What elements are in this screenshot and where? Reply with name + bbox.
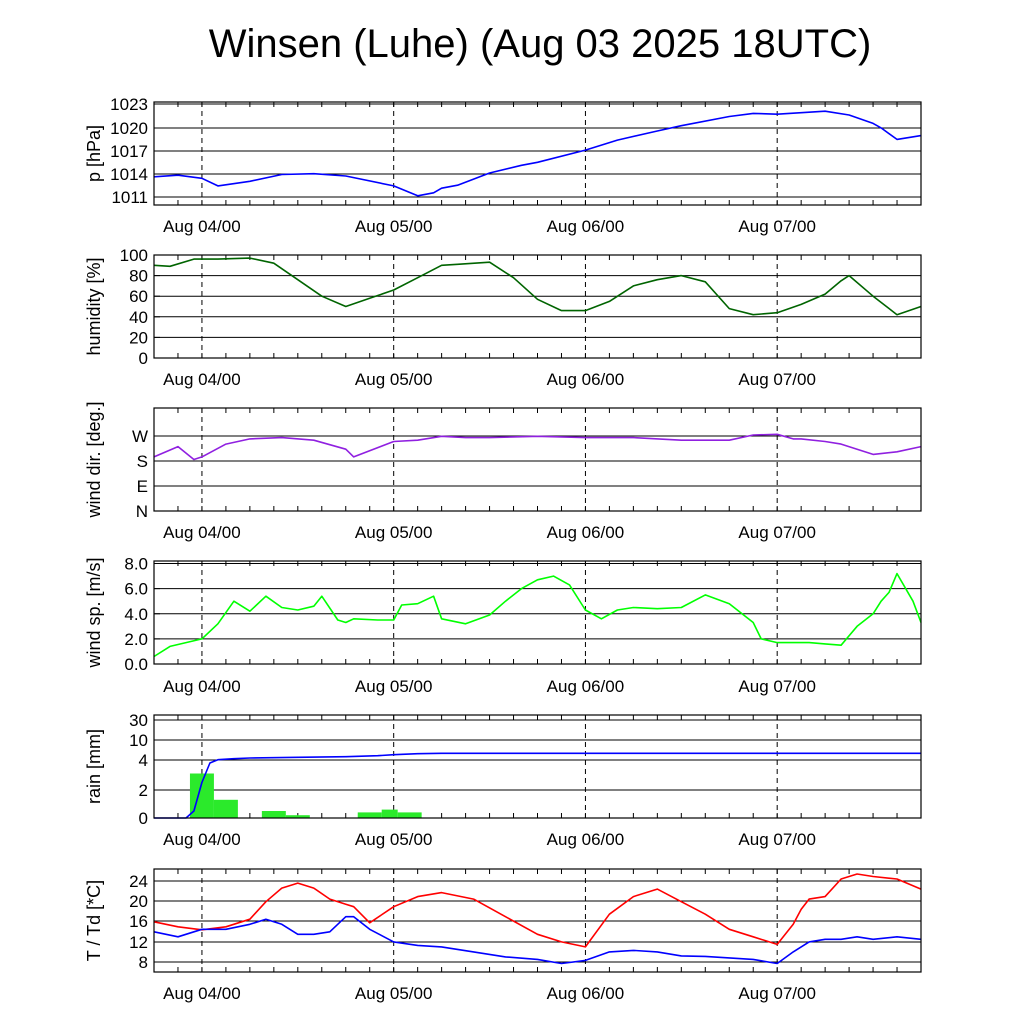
y-tick-label: S: [137, 452, 148, 471]
y-tick-label: 1020: [110, 119, 148, 138]
x-tick-label: Aug 07/00: [738, 984, 816, 1003]
x-tick-label: Aug 05/00: [355, 217, 433, 236]
x-tick-label: Aug 07/00: [738, 677, 816, 696]
plot-frame: [153, 407, 922, 512]
y-tick-label: 30: [129, 711, 148, 730]
series-line-1: [153, 433, 922, 461]
y-tick-label: 100: [120, 246, 148, 265]
y-tick-label: 24: [129, 872, 148, 891]
y-tick-label: 1014: [110, 165, 148, 184]
plot-frame: [153, 101, 922, 206]
rain-bar: [261, 811, 286, 818]
x-tick-label: Aug 06/00: [547, 984, 625, 1003]
x-tick-label: Aug 04/00: [163, 830, 241, 849]
x-tick-label: Aug 05/00: [355, 830, 433, 849]
rain-bar: [381, 809, 398, 818]
series-line-1: [153, 110, 922, 197]
y-tick-label: 4: [139, 751, 148, 770]
y-tick-label: 8: [139, 953, 148, 972]
y-tick-label: 6.0: [124, 580, 148, 599]
plot-frame: [153, 560, 922, 665]
y-tick-label: 2.0: [124, 630, 148, 649]
y-axis-label: p [hPa]: [84, 125, 104, 182]
y-axis-label: T / Td [*C]: [84, 880, 104, 961]
x-tick-label: Aug 07/00: [738, 217, 816, 236]
y-tick-label: 1011: [111, 188, 148, 207]
rain-bar: [357, 812, 382, 818]
y-tick-label: 8.0: [124, 555, 148, 574]
y-tick-label: 1017: [110, 142, 148, 161]
panel-4: 8.0 6.0 4.0 2.0 0.0 wind sp. [m/s] Aug 04/00 Au…: [84, 555, 922, 696]
rain-bar: [397, 812, 422, 818]
y-tick-label: W: [132, 427, 148, 446]
x-tick-label: Aug 04/00: [163, 677, 241, 696]
y-tick-label: 20: [129, 892, 148, 911]
y-tick-label: 80: [129, 267, 148, 286]
y-tick-label: E: [137, 477, 148, 496]
plot-frame: [153, 868, 922, 973]
x-tick-label: Aug 05/00: [355, 523, 433, 542]
y-tick-label: 60: [129, 287, 148, 306]
series-line-1: [153, 257, 922, 316]
x-tick-label: Aug 06/00: [547, 830, 625, 849]
y-tick-label: 0: [139, 349, 148, 368]
x-tick-label: Aug 05/00: [355, 677, 433, 696]
series-line-1: [153, 572, 922, 658]
y-tick-label: 40: [129, 308, 148, 327]
plot-frame: [153, 714, 922, 819]
y-tick-label: N: [136, 502, 148, 521]
panel-1: 1023 1020 1017 1014 1011 p [hPa] Aug 04/00 Aug …: [84, 95, 922, 236]
y-axis-label: humidity [%]: [84, 257, 104, 355]
y-tick-label: 16: [129, 912, 148, 931]
x-tick-label: Aug 07/00: [738, 370, 816, 389]
page-title: Winsen (Luhe) (Aug 03 2025 18UTC): [208, 22, 872, 66]
rain-bar: [213, 799, 238, 818]
rain-bar: [189, 773, 214, 818]
plot-frame: [153, 254, 922, 359]
x-tick-label: Aug 06/00: [547, 217, 625, 236]
rain-bar: [285, 815, 310, 818]
x-tick-label: Aug 04/00: [163, 217, 241, 236]
series-line-1: [154, 752, 921, 819]
x-tick-label: Aug 07/00: [738, 830, 816, 849]
x-tick-label: Aug 05/00: [355, 370, 433, 389]
y-tick-label: 4.0: [124, 605, 148, 624]
y-axis-label: wind dir. [deg.]: [84, 401, 104, 518]
y-tick-label: 0.0: [124, 655, 148, 674]
y-axis-label: wind sp. [m/s]: [84, 557, 104, 668]
x-tick-label: Aug 04/00: [163, 523, 241, 542]
x-tick-label: Aug 06/00: [547, 370, 625, 389]
y-tick-label: 2: [139, 781, 148, 800]
x-tick-label: Aug 07/00: [738, 523, 816, 542]
x-tick-label: Aug 05/00: [355, 984, 433, 1003]
y-tick-label: 20: [129, 328, 148, 347]
x-tick-label: Aug 06/00: [547, 523, 625, 542]
y-tick-label: 1023: [110, 95, 148, 114]
series-line-2: [153, 915, 922, 965]
y-axis-label: rain [mm]: [84, 729, 104, 804]
y-tick-label: 0: [139, 809, 148, 828]
x-tick-label: Aug 04/00: [163, 370, 241, 389]
x-tick-label: Aug 06/00: [547, 677, 625, 696]
y-tick-label: 12: [129, 933, 148, 952]
y-tick-label: 10: [129, 731, 148, 750]
x-tick-label: Aug 04/00: [163, 984, 241, 1003]
series-line-1: [153, 873, 922, 948]
